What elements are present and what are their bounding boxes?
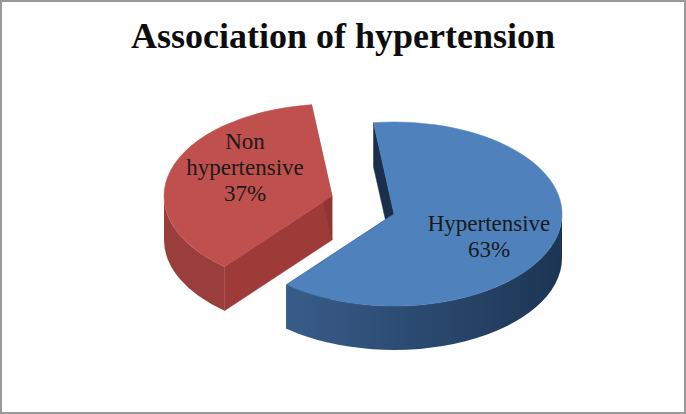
slice-label-line: hypertensive <box>186 155 304 181</box>
chart-title: Association of hypertension <box>2 15 684 57</box>
pie-chart-3d <box>2 2 686 414</box>
slice-label-line: Non <box>186 129 304 155</box>
slice-label-hypertensive: Hypertensive 63% <box>428 211 551 263</box>
chart-frame: Association of hypertension Non hyperten… <box>0 0 686 414</box>
slice-label-non-hypertensive: Non hypertensive 37% <box>186 129 304 207</box>
slice-label-line: Hypertensive <box>428 211 551 237</box>
slice-percent: 63% <box>428 237 551 263</box>
slice-percent: 37% <box>186 181 304 207</box>
